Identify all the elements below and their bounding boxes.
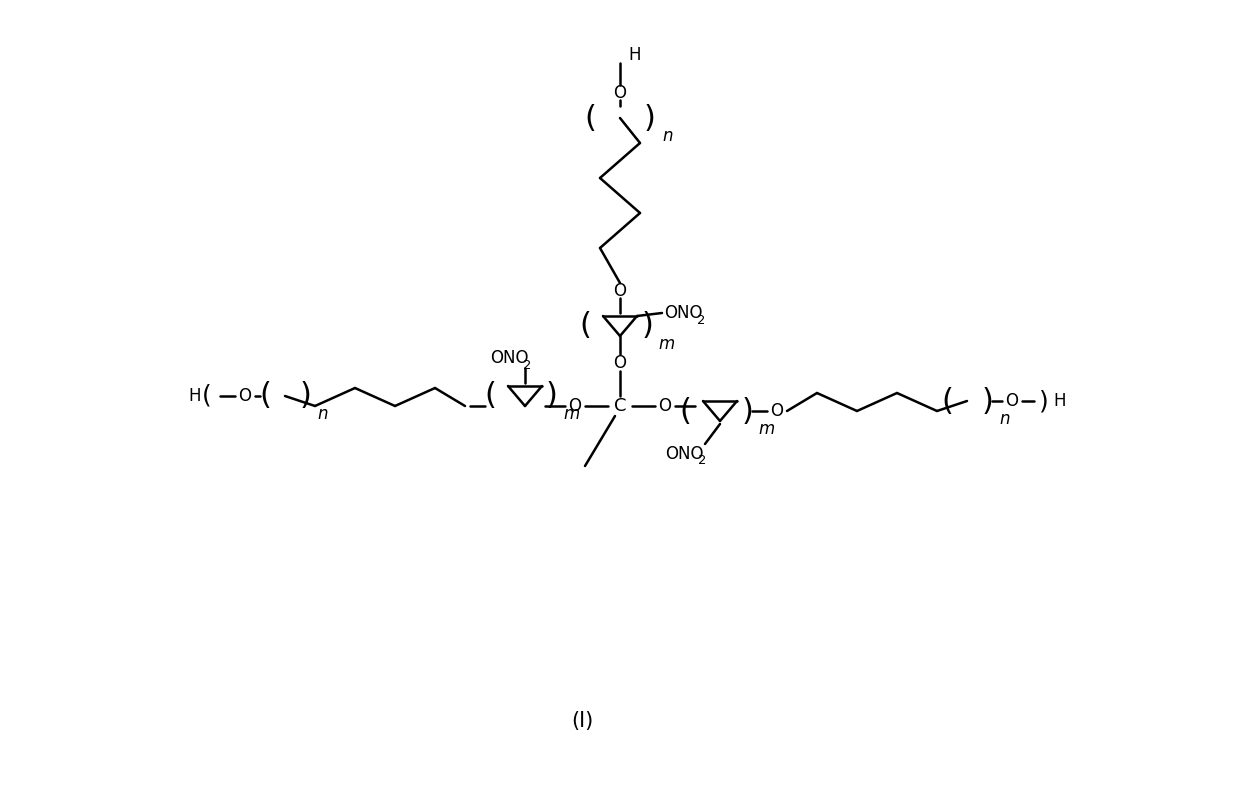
Text: m: m xyxy=(759,420,775,438)
Text: H: H xyxy=(188,387,201,405)
Text: ): ) xyxy=(546,381,558,411)
Text: ONO: ONO xyxy=(663,304,703,322)
Text: O: O xyxy=(568,397,582,415)
Text: O: O xyxy=(770,402,784,420)
Text: O: O xyxy=(238,387,252,405)
Text: ONO: ONO xyxy=(665,445,703,463)
Text: 2: 2 xyxy=(523,358,531,372)
Text: n: n xyxy=(317,405,329,423)
Text: n: n xyxy=(662,127,673,145)
Text: (: ( xyxy=(202,384,212,408)
Text: 2: 2 xyxy=(698,455,707,467)
Text: ): ) xyxy=(644,104,656,133)
Text: (: ( xyxy=(579,312,591,340)
Text: (: ( xyxy=(584,104,596,133)
Text: (Ⅰ): (Ⅰ) xyxy=(572,711,594,731)
Text: ): ) xyxy=(641,312,653,340)
Text: C: C xyxy=(614,397,626,415)
Text: ): ) xyxy=(299,381,311,411)
Text: ): ) xyxy=(742,396,753,426)
Text: ONO: ONO xyxy=(490,349,528,367)
Text: O: O xyxy=(614,84,626,102)
Text: (: ( xyxy=(941,387,952,415)
Text: O: O xyxy=(658,397,672,415)
Text: (: ( xyxy=(259,381,270,411)
Text: O: O xyxy=(614,354,626,372)
Text: (: ( xyxy=(680,396,691,426)
Text: (: ( xyxy=(484,381,496,411)
Text: m: m xyxy=(658,335,675,353)
Text: 2: 2 xyxy=(697,313,706,327)
Text: ): ) xyxy=(1039,389,1049,413)
Text: H: H xyxy=(1054,392,1066,410)
Text: m: m xyxy=(564,405,580,423)
Text: H: H xyxy=(629,46,641,64)
Text: ): ) xyxy=(981,387,993,415)
Text: n: n xyxy=(999,410,1011,428)
Text: O: O xyxy=(614,282,626,300)
Text: O: O xyxy=(1006,392,1018,410)
